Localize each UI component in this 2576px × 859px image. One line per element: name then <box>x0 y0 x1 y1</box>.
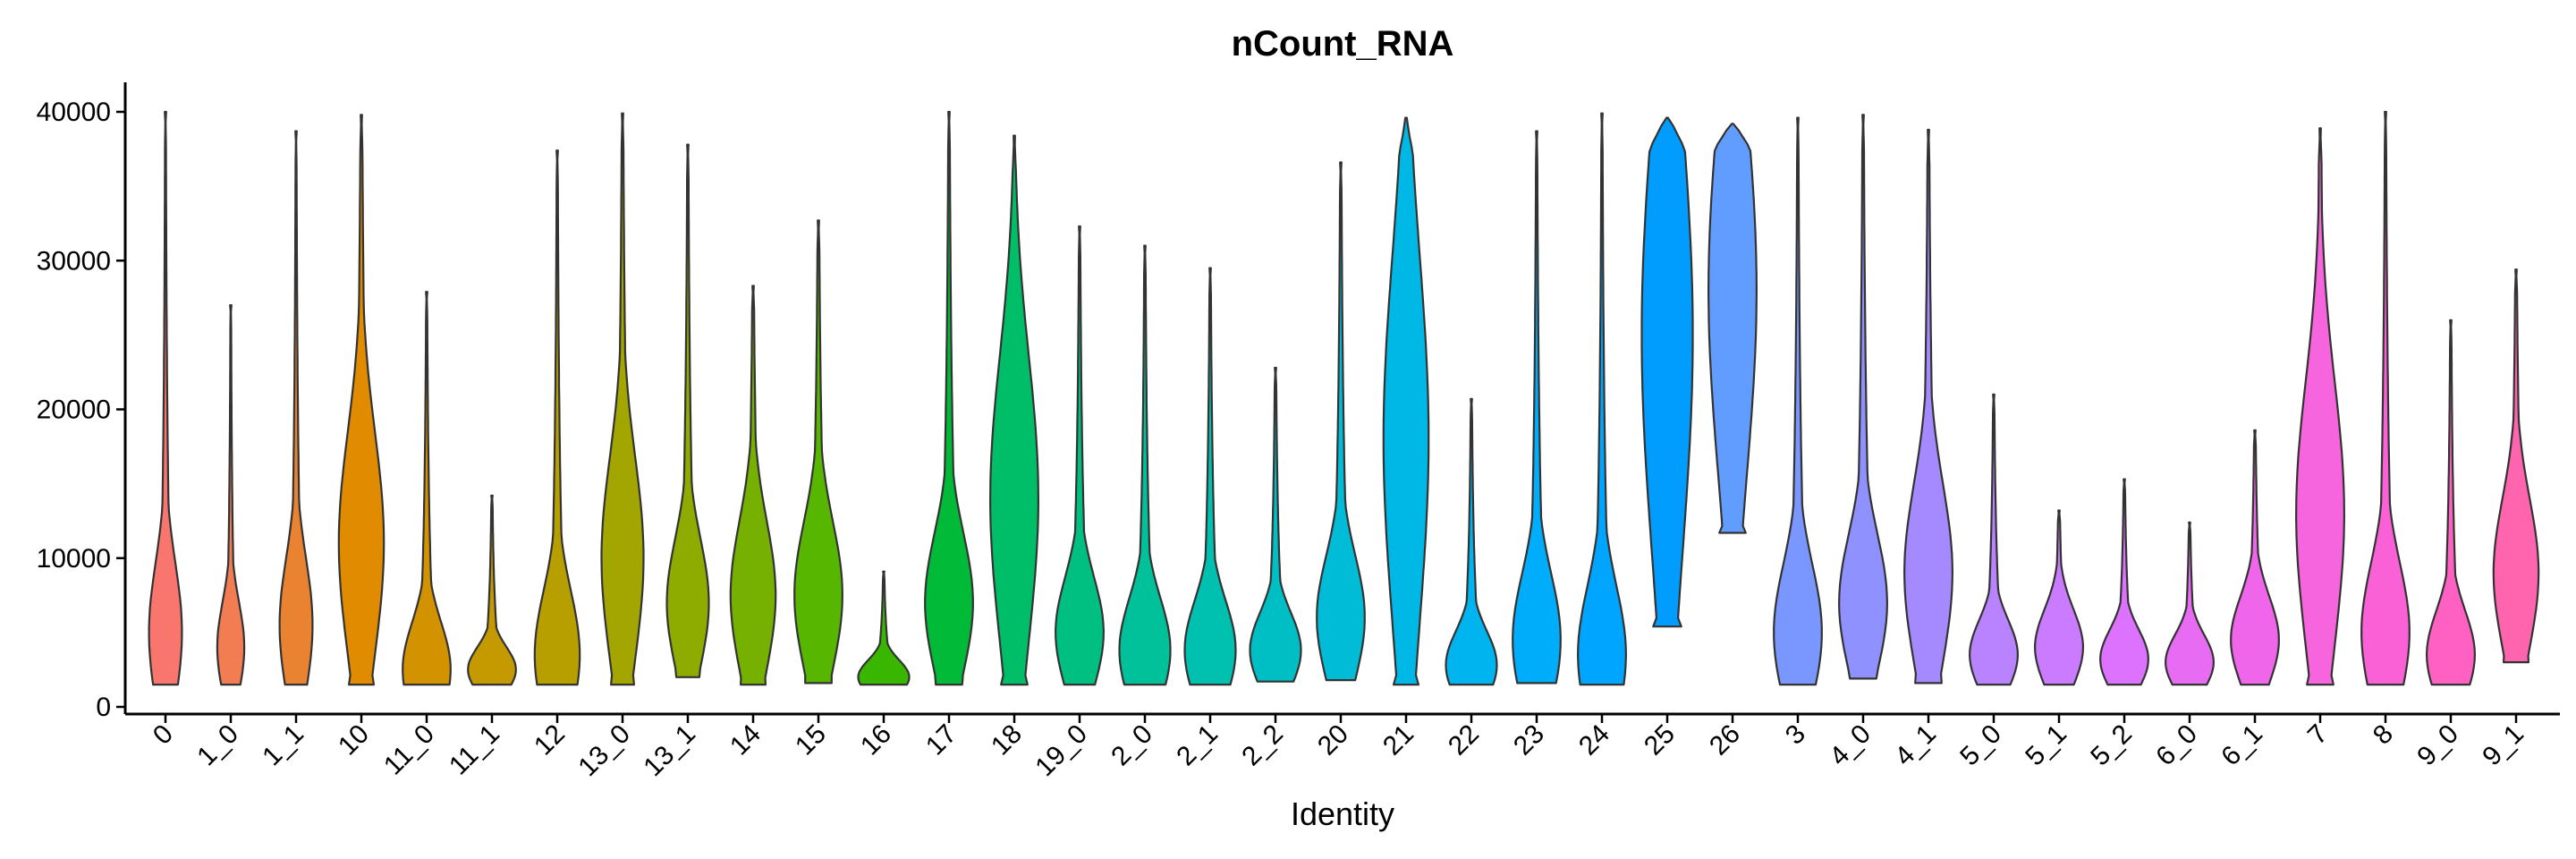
violin-1_0 <box>216 304 246 686</box>
x-tick-label: 5_0 <box>1954 719 2007 772</box>
y-tick-label: 40000 <box>37 98 111 127</box>
x-tick-label: 8 <box>2368 719 2399 751</box>
violin-22 <box>1445 397 1498 686</box>
x-tick-label: 9_1 <box>2477 719 2529 772</box>
x-tick-label: 2_2 <box>1236 719 1289 772</box>
chart-title: nCount_RNA <box>1232 24 1454 64</box>
x-tick-label: 11_0 <box>378 719 440 781</box>
violin-4_0 <box>1838 114 1888 680</box>
violin-2_2 <box>1249 366 1302 683</box>
violin-11_0 <box>402 291 452 686</box>
x-tick-label: 14 <box>724 719 767 761</box>
violin-5_0 <box>1969 393 2019 686</box>
x-tick-label: 19_0 <box>1030 719 1093 783</box>
x-tick-label: 24 <box>1573 719 1615 761</box>
violin-7 <box>2295 127 2345 686</box>
violin-13_0 <box>600 112 645 686</box>
violin-6_0 <box>2165 521 2215 686</box>
violin-5_1 <box>2034 509 2084 686</box>
y-tick-label: 30000 <box>37 246 111 276</box>
x-tick-label: 4_0 <box>1824 719 1877 772</box>
violin-11_1 <box>467 494 517 686</box>
violin-15 <box>793 219 843 685</box>
y-tick-label: 0 <box>96 693 111 722</box>
violin-4_1 <box>1903 128 1953 685</box>
x-tick-label: 16 <box>855 719 897 761</box>
x-tick-label: 12 <box>529 719 571 761</box>
violin-21 <box>1382 116 1430 686</box>
x-tick-label: 15 <box>790 719 832 761</box>
x-tick-label: 2_0 <box>1106 719 1158 772</box>
violin-17 <box>924 110 974 686</box>
violin-16 <box>857 570 911 686</box>
x-tick-label: 7 <box>2302 719 2334 751</box>
x-tick-label: 21 <box>1377 719 1419 761</box>
x-tick-label: 4_1 <box>1889 719 1942 772</box>
y-axis: 0 10000 20000 30000 40000 <box>37 98 125 722</box>
x-tick-label: 13_0 <box>572 719 636 783</box>
violin-26 <box>1707 123 1758 534</box>
violin-8 <box>2360 110 2411 686</box>
violin-9_0 <box>2426 319 2476 686</box>
x-axis-title: Identity <box>1291 795 1394 832</box>
x-tick-label: 26 <box>1704 719 1746 761</box>
violin-12 <box>533 149 581 686</box>
violin-2_1 <box>1183 267 1237 686</box>
violin-25 <box>1640 116 1694 628</box>
violin-10 <box>337 114 386 686</box>
violin-24 <box>1577 112 1627 686</box>
violins-group <box>148 110 2540 686</box>
x-tick-label: 9_0 <box>2411 719 2464 772</box>
violin-1_1 <box>278 130 314 686</box>
x-tick-label: 1_1 <box>257 719 309 772</box>
violin-3 <box>1773 116 1823 686</box>
violin-19_0 <box>1055 225 1105 686</box>
x-tick-label: 6_1 <box>2216 719 2268 772</box>
violin-23 <box>1512 130 1562 685</box>
x-tick-label: 2_1 <box>1171 719 1224 772</box>
violin-6_1 <box>2230 429 2280 686</box>
x-tick-label: 3 <box>1780 719 1811 751</box>
x-tick-label: 5_2 <box>2085 719 2138 772</box>
violin-0 <box>148 110 183 686</box>
x-tick-label: 17 <box>920 719 962 761</box>
y-tick-label: 20000 <box>37 395 111 425</box>
x-tick-label: 20 <box>1312 719 1354 761</box>
y-tick-label: 10000 <box>37 544 111 574</box>
x-tick-label: 1_0 <box>191 719 244 772</box>
violin-9_1 <box>2492 268 2540 664</box>
violin-2_0 <box>1118 244 1172 686</box>
x-tick-label: 10 <box>333 719 375 761</box>
x-tick-label: 25 <box>1639 719 1681 761</box>
x-tick-label: 0 <box>148 719 179 751</box>
x-tick-label: 11_1 <box>444 719 505 781</box>
x-tick-label: 5_1 <box>2020 719 2072 772</box>
x-tick-label: 22 <box>1443 719 1485 761</box>
violin-5_2 <box>2099 478 2149 686</box>
violin-13_1 <box>665 143 710 678</box>
violin-14 <box>729 285 777 686</box>
x-axis: 0 1_0 1_1 10 11_0 11_1 12 13_0 13_1 14 15 16 17 18 19_… <box>148 714 2529 782</box>
x-tick-label: 13_1 <box>638 719 701 783</box>
violin-20 <box>1316 161 1366 682</box>
x-tick-label: 6_0 <box>2150 719 2203 772</box>
violin-18 <box>989 134 1039 686</box>
x-tick-label: 23 <box>1508 719 1550 761</box>
x-tick-label: 18 <box>986 719 1028 761</box>
